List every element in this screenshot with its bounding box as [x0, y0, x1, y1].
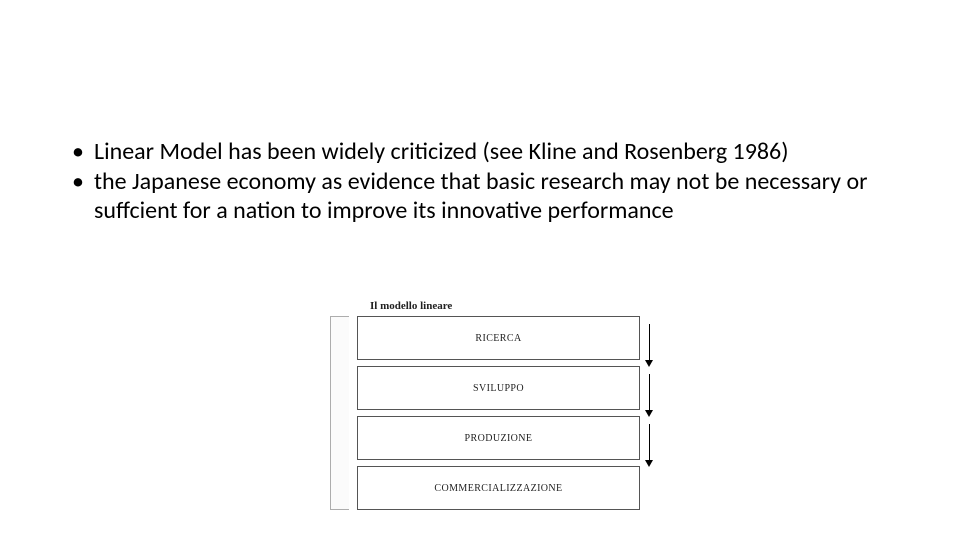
bullet-item: Linear Model has been widely criticized … — [72, 138, 892, 166]
bullet-text: Linear Model has been widely criticized … — [94, 137, 788, 166]
stage-box: RICERCA — [357, 316, 640, 360]
bullet-item: the Japanese economy as evidence that ba… — [72, 168, 892, 225]
diagram-left-strip — [330, 316, 349, 510]
bullet-text: the Japanese economy as evidence that ba… — [94, 167, 867, 224]
diagram-arrows — [640, 316, 658, 510]
stage-label: COMMERCIALIZZAZIONE — [434, 483, 562, 494]
stage-box: PRODUZIONE — [357, 416, 640, 460]
arrow-down-icon — [644, 324, 654, 367]
arrow-down-icon — [644, 424, 654, 467]
bullet-list: Linear Model has been widely criticized … — [72, 138, 892, 227]
diagram-stages: RICERCA SVILUPPO PRODUZIONE COMMERCIALIZ… — [357, 316, 640, 510]
stage-label: PRODUZIONE — [465, 433, 533, 444]
stage-label: RICERCA — [475, 333, 521, 344]
slide: Linear Model has been widely criticized … — [0, 0, 960, 540]
stage-label: SVILUPPO — [473, 383, 524, 394]
diagram-title: Il modello lineare — [370, 300, 640, 312]
arrow-down-icon — [644, 374, 654, 417]
stage-box: SVILUPPO — [357, 366, 640, 410]
linear-model-diagram: Il modello lineare RICERCA SVILUPPO PROD… — [330, 300, 640, 510]
diagram-body: RICERCA SVILUPPO PRODUZIONE COMMERCIALIZ… — [330, 316, 640, 510]
stage-box: COMMERCIALIZZAZIONE — [357, 466, 640, 510]
